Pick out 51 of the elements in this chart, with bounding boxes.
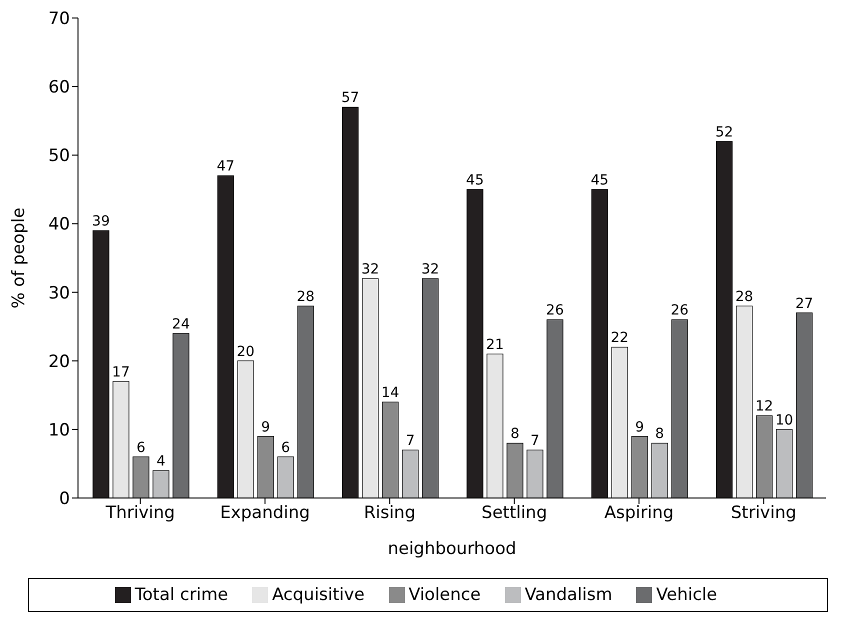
- data-label: 10: [775, 412, 794, 428]
- data-label: 6: [136, 440, 146, 456]
- data-label: 7: [530, 433, 540, 449]
- x-tick-label: Settling: [482, 503, 548, 524]
- data-label: 21: [486, 337, 504, 353]
- x-tick-label: Expanding: [220, 503, 310, 524]
- x-axis-title: neighbourhood: [388, 539, 516, 559]
- y-tick-label: 60: [48, 78, 70, 98]
- data-label: 20: [236, 344, 255, 360]
- legend-label: Vehicle: [656, 585, 718, 605]
- legend-label: Violence: [408, 585, 481, 605]
- data-label: 26: [546, 302, 564, 319]
- data-label: 57: [341, 90, 360, 106]
- data-label: 45: [590, 172, 609, 188]
- data-label: 14: [381, 385, 400, 401]
- x-tick-label: Striving: [730, 503, 796, 524]
- y-tick-label: 40: [48, 214, 70, 235]
- data-label: 9: [261, 419, 270, 436]
- data-label: 32: [421, 262, 440, 278]
- data-label: 47: [216, 158, 235, 175]
- y-tick-label: 70: [48, 9, 70, 30]
- data-label: 28: [296, 289, 315, 305]
- y-tick-label: 20: [48, 352, 70, 372]
- data-label: 4: [156, 454, 166, 470]
- data-label: 8: [655, 426, 664, 442]
- x-tick-label: Rising: [364, 503, 416, 524]
- legend-label: Vandalism: [524, 585, 612, 605]
- data-label: 12: [755, 398, 774, 415]
- y-tick-label: 50: [48, 146, 70, 166]
- data-label: 7: [406, 433, 415, 449]
- data-label: 22: [610, 330, 629, 346]
- x-tick-label: Aspiring: [604, 503, 674, 524]
- data-label: 32: [361, 262, 380, 278]
- data-label: 24: [172, 316, 190, 332]
- data-label: 27: [795, 296, 814, 312]
- y-axis-title: % of people: [9, 208, 30, 308]
- data-label: 6: [281, 440, 290, 456]
- y-tick-label: 30: [48, 283, 70, 304]
- data-label: 17: [112, 364, 130, 380]
- y-tick-label: 10: [48, 420, 70, 440]
- legend-label: Total crime: [134, 585, 228, 605]
- y-tick-label: 0: [59, 489, 70, 510]
- data-label: 52: [715, 124, 734, 140]
- legend-label: Acquisitive: [272, 585, 365, 605]
- data-label: 8: [510, 426, 520, 442]
- data-label: 26: [670, 302, 689, 319]
- data-label: 45: [466, 172, 484, 188]
- data-label: 39: [92, 214, 110, 230]
- data-label: 9: [635, 419, 644, 436]
- x-tick-label: Thriving: [104, 503, 175, 524]
- data-label: 28: [735, 289, 754, 305]
